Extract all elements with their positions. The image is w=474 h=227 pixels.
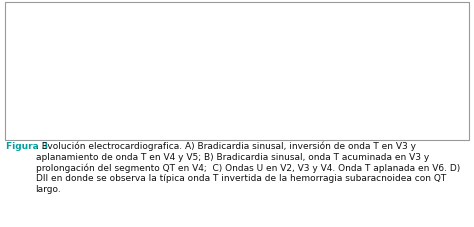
Text: C: C [17, 125, 24, 135]
Text: B: B [253, 80, 260, 90]
Text: . Evolución electrocardiografica. A) Bradicardia sinusal, inversión de onda T en: . Evolución electrocardiografica. A) Bra… [36, 142, 460, 194]
Text: D: D [148, 126, 156, 136]
Text: A: A [20, 80, 28, 90]
Text: Figura 3: Figura 3 [6, 142, 48, 151]
